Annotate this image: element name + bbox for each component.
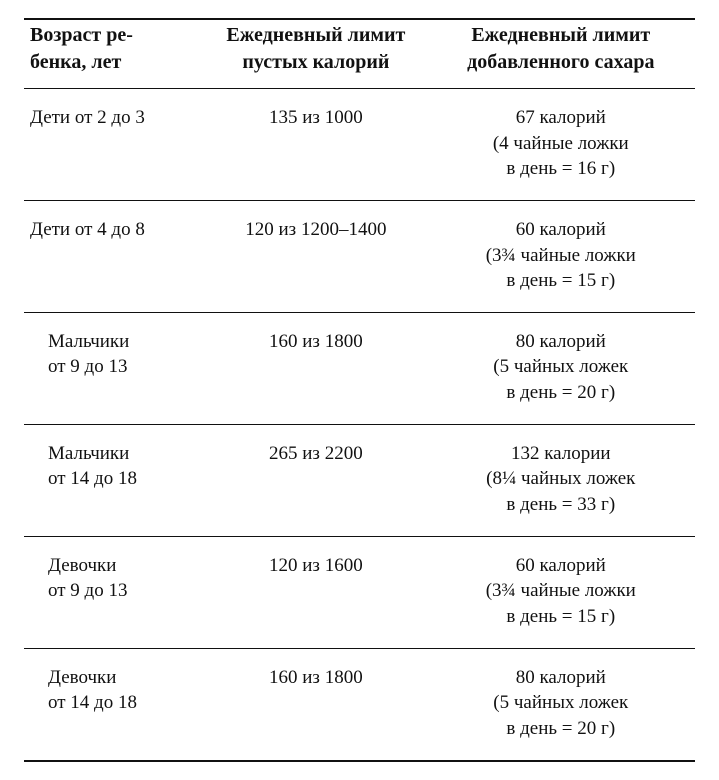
- col-header-empty-line1: Ежедневный лимит: [211, 22, 420, 49]
- col-header-age-line2: бенка, лет: [30, 49, 199, 76]
- cell-empty-calories: 160 из 1800: [205, 312, 426, 424]
- cell-empty-calories-line: 120 из 1600: [211, 553, 420, 579]
- cell-added-sugar: 80 калорий(5 чайных ложекв день = 20 г): [427, 312, 695, 424]
- table-row: Девочкиот 9 до 13120 из 160060 калорий(3…: [24, 536, 695, 648]
- cell-age: Девочкиот 14 до 18: [24, 648, 205, 760]
- cell-empty-calories-line: 135 из 1000: [211, 105, 420, 131]
- cell-age: Дети от 4 до 8: [24, 200, 205, 312]
- col-header-empty-line2: пустых калорий: [211, 49, 420, 76]
- cell-empty-calories: 135 из 1000: [205, 89, 426, 201]
- table-row: Девочкиот 14 до 18160 из 180080 калорий(…: [24, 648, 695, 760]
- col-header-age-line1: Возраст ре-: [30, 22, 199, 49]
- cell-added-sugar-line: 60 калорий: [433, 553, 689, 579]
- cell-added-sugar-line: в день = 20 г): [433, 380, 689, 406]
- cell-added-sugar: 60 калорий(3¾ чайные ложкив день = 15 г): [427, 200, 695, 312]
- cell-added-sugar-line: (8¼ чайных ложек: [433, 466, 689, 492]
- col-header-sugar-line2: добавленного сахара: [433, 49, 689, 76]
- cell-age: Девочкиот 9 до 13: [24, 536, 205, 648]
- cell-age-line: Дети от 4 до 8: [30, 217, 199, 243]
- cell-added-sugar-line: в день = 16 г): [433, 156, 689, 182]
- table-header-row: Возраст ре- бенка, лет Ежедневный лимит …: [24, 19, 695, 89]
- table-body: Дети от 2 до 3 135 из 1000 67 калорий(4 ча…: [24, 89, 695, 761]
- cell-added-sugar-line: (5 чайных ложек: [433, 690, 689, 716]
- cell-added-sugar-line: (4 чайные ложки: [433, 131, 689, 157]
- table-row: Мальчикиот 9 до 13160 из 180080 калорий(…: [24, 312, 695, 424]
- cell-age: Мальчикиот 9 до 13: [24, 312, 205, 424]
- cell-added-sugar: 60 калорий(3¾ чайные ложкив день = 15 г): [427, 536, 695, 648]
- cell-empty-calories: 120 из 1600: [205, 536, 426, 648]
- cell-age-line: Мальчики: [48, 329, 199, 355]
- cell-added-sugar-line: (5 чайных ложек: [433, 354, 689, 380]
- cell-empty-calories-line: 120 из 1200–1400: [211, 217, 420, 243]
- table-row: Мальчикиот 14 до 18265 из 2200132 калори…: [24, 424, 695, 536]
- cell-empty-calories: 160 из 1800: [205, 648, 426, 760]
- table-row: Дети от 2 до 3 135 из 1000 67 калорий(4 ча…: [24, 89, 695, 201]
- cell-added-sugar-line: в день = 33 г): [433, 492, 689, 518]
- cell-added-sugar-line: в день = 15 г): [433, 604, 689, 630]
- cell-empty-calories-line: 265 из 2200: [211, 441, 420, 467]
- cell-added-sugar-line: в день = 15 г): [433, 268, 689, 294]
- cell-age-line: Девочки: [48, 553, 199, 579]
- col-header-added-sugar: Ежедневный лимит добавленного сахара: [427, 19, 695, 89]
- cell-age-line: от 9 до 13: [48, 578, 199, 604]
- cell-added-sugar-line: 132 калории: [433, 441, 689, 467]
- cell-added-sugar-line: 80 калорий: [433, 329, 689, 355]
- cell-age-line: Мальчики: [48, 441, 199, 467]
- cell-age: Мальчикиот 14 до 18: [24, 424, 205, 536]
- cell-added-sugar-line: 80 калорий: [433, 665, 689, 691]
- cell-added-sugar-line: в день = 20 г): [433, 716, 689, 742]
- cell-added-sugar-line: 67 калорий: [433, 105, 689, 131]
- cell-age: Дети от 2 до 3: [24, 89, 205, 201]
- cell-added-sugar-line: (3¾ чайные ложки: [433, 243, 689, 269]
- cell-added-sugar: 80 калорий(5 чайных ложекв день = 20 г): [427, 648, 695, 760]
- cell-empty-calories: 120 из 1200–1400: [205, 200, 426, 312]
- col-header-empty-calories: Ежедневный лимит пустых калорий: [205, 19, 426, 89]
- cell-age-line: Девочки: [48, 665, 199, 691]
- cell-added-sugar: 132 калории(8¼ чайных ложекв день = 33 г…: [427, 424, 695, 536]
- cell-age-line: от 14 до 18: [48, 466, 199, 492]
- cell-age-line: от 9 до 13: [48, 354, 199, 380]
- col-header-sugar-line1: Ежедневный лимит: [433, 22, 689, 49]
- nutrition-table-container: Возраст ре- бенка, лет Ежедневный лимит …: [0, 0, 719, 780]
- cell-added-sugar-line: 60 калорий: [433, 217, 689, 243]
- col-header-age: Возраст ре- бенка, лет: [24, 19, 205, 89]
- cell-added-sugar: 67 калорий(4 чайные ложкив день = 16 г): [427, 89, 695, 201]
- table-row: Дети от 4 до 8 120 из 1200–1400 60 калорий…: [24, 200, 695, 312]
- cell-empty-calories-line: 160 из 1800: [211, 329, 420, 355]
- cell-empty-calories: 265 из 2200: [205, 424, 426, 536]
- cell-age-line: Дети от 2 до 3: [30, 105, 199, 131]
- nutrition-table: Возраст ре- бенка, лет Ежедневный лимит …: [24, 18, 695, 762]
- cell-age-line: от 14 до 18: [48, 690, 199, 716]
- cell-added-sugar-line: (3¾ чайные ложки: [433, 578, 689, 604]
- cell-empty-calories-line: 160 из 1800: [211, 665, 420, 691]
